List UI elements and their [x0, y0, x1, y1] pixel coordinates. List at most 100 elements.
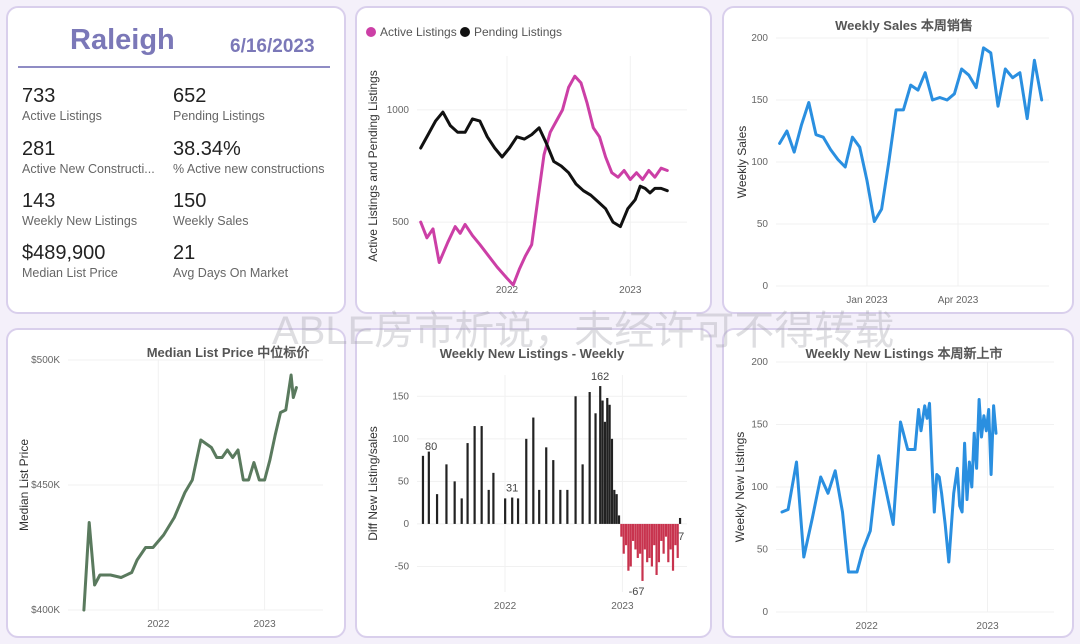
kpi-weekly-sales: 150 Weekly Sales: [173, 190, 323, 228]
y-tick-label: 150: [751, 420, 768, 431]
series-line-111111: [419, 110, 669, 229]
bar: [636, 523, 639, 558]
bar: [480, 426, 483, 524]
x-tick-label: 2023: [253, 619, 276, 630]
median-list-price-chart: 2022 2023 $400K $450K $500K Median List Price…: [17, 345, 323, 630]
series-line-cc3fa6: [419, 74, 669, 287]
bar: [606, 397, 609, 524]
bar: [608, 404, 611, 524]
kpi-label: Active Listings: [22, 109, 102, 123]
y-tick-label: 1000: [387, 105, 410, 116]
bar: [674, 523, 677, 546]
data-label: 31: [506, 483, 518, 495]
data-label: -67: [629, 586, 645, 598]
chart-title: Weekly Sales 本周销售: [835, 18, 973, 33]
kpi-value: 281: [22, 138, 56, 160]
bar: [653, 523, 656, 546]
data-label: 80: [425, 441, 437, 453]
bar: [421, 455, 425, 524]
kpi-weekly-new-listings: 143 Weekly New Listings: [22, 190, 172, 228]
chart-title: Weekly New Listings 本周新上市: [806, 346, 1003, 361]
active-pending-chart-card: 2022 2023 500 1000 Active Listings and Pendi…: [355, 6, 712, 314]
y-tick-label: 100: [751, 157, 768, 168]
bar: [538, 489, 541, 524]
x-tick-label: Apr 2023: [938, 295, 979, 306]
bar: [643, 523, 646, 550]
y-axis-label: Active Listings and Pending Listings: [366, 70, 380, 261]
bar: [622, 523, 625, 554]
y-tick-label: 50: [398, 476, 410, 487]
kpi-active-new-construction: 281 Active New Constructi...: [22, 138, 172, 176]
y-axis-label: Diff New Listing/sales: [366, 426, 380, 541]
title-divider: [18, 66, 330, 68]
bar: [532, 417, 535, 524]
bar: [613, 489, 616, 524]
data-label: 7: [678, 531, 684, 543]
x-tick-label: Jan 2023: [846, 295, 888, 306]
bar: [615, 494, 618, 524]
y-tick-label: 0: [762, 607, 768, 618]
median-list-price-chart-card: 2022 2023 $400K $450K $500K Median List Price…: [6, 328, 346, 638]
x-tick-label: 2022: [496, 285, 519, 296]
y-tick-label: 0: [403, 519, 409, 530]
x-tick-label: 2022: [147, 619, 170, 630]
bar: [632, 523, 635, 541]
bar: [453, 481, 456, 524]
bar: [629, 523, 632, 567]
x-tick-label: 2022: [856, 621, 879, 632]
kpi-label: Weekly New Listings: [22, 214, 138, 228]
bar: [492, 472, 495, 524]
weekly-new-listings-chart: 2022 2023 0 50 100 150 200 Weekly New Listings …: [733, 346, 1054, 632]
bar: [566, 489, 569, 524]
y-axis-label: Weekly New Listings: [733, 432, 747, 542]
bar: [648, 523, 651, 558]
bar: [660, 523, 663, 541]
y-tick-label: 200: [751, 33, 768, 44]
y-tick-label: 100: [392, 434, 409, 445]
kpi-label: Pending Listings: [173, 109, 265, 123]
y-tick-label: 150: [392, 391, 409, 402]
chart-title: Weekly New Listings - Weekly: [440, 346, 625, 361]
y-tick-label: 50: [757, 219, 769, 230]
bar: [662, 523, 665, 554]
y-tick-label: 50: [757, 545, 769, 556]
y-tick-label: 500: [392, 217, 409, 228]
y-tick-label: -50: [395, 561, 410, 572]
bar: [559, 489, 562, 524]
series-line-2a8fe0: [780, 398, 998, 574]
kpi-value: 733: [22, 85, 56, 107]
bar: [657, 523, 661, 563]
kpi-value: 21: [173, 242, 196, 264]
kpi-value: 150: [173, 190, 207, 212]
kpi-label: Active New Constructi...: [22, 162, 155, 176]
x-tick-label: 2023: [976, 621, 999, 632]
bar: [574, 396, 577, 524]
series-line-5a7a5e: [82, 373, 298, 612]
diff-listings-chart-card: 2022 2023 -50 0 50 100 150 Weekly New Listings …: [355, 328, 712, 638]
kpi-value: 652: [173, 85, 207, 107]
kpi-card: Raleigh 6/16/2023 733 Active Listings 65…: [6, 6, 346, 314]
bar: [435, 494, 439, 524]
bar: [627, 523, 630, 571]
bar: [599, 386, 602, 524]
active-pending-chart: 2022 2023 500 1000 Active Listings and Pendi…: [366, 25, 687, 296]
y-tick-label: 200: [751, 357, 768, 368]
bar: [588, 392, 591, 524]
kpi-active-listings: 733 Active Listings: [22, 85, 172, 123]
kpi-pending-listings: 652 Pending Listings: [173, 85, 323, 123]
bar: [667, 523, 670, 563]
bar: [669, 523, 672, 550]
bar: [427, 451, 430, 524]
bar: [634, 523, 637, 550]
kpi-avg-days-on-market: 21 Avg Days On Market: [173, 242, 323, 280]
bar: [516, 498, 520, 524]
weekly-sales-chart-card: Jan 2023 Apr 2023 0 50 100 150 200 Weekly Sales…: [722, 6, 1074, 314]
bar: [641, 523, 644, 581]
y-axis-label: Median List Price: [17, 439, 31, 531]
bar: [460, 498, 463, 524]
legend-label: Pending Listings: [474, 25, 562, 39]
bar: [504, 498, 507, 524]
bar: [581, 464, 584, 524]
data-label: 162: [591, 371, 609, 383]
bar: [466, 443, 469, 524]
